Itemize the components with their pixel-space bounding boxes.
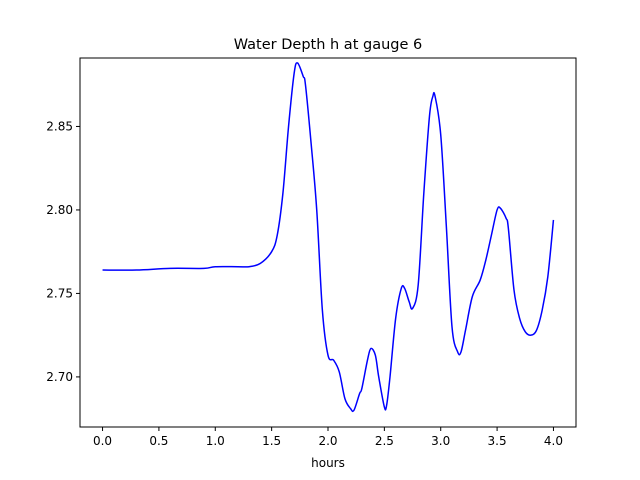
y-tick-label: 2.70: [46, 370, 73, 384]
x-tick-label: 2.0: [318, 434, 337, 448]
chart-title: Water Depth h at gauge 6: [234, 37, 422, 53]
y-axis: 2.70 2.75 2.80 2.85: [46, 119, 80, 384]
x-tick-label: 3.0: [431, 434, 450, 448]
x-tick-label: 0.5: [149, 434, 168, 448]
y-tick-label: 2.75: [46, 286, 73, 300]
x-tick-label: 1.0: [206, 434, 225, 448]
x-tick-label: 4.0: [544, 434, 563, 448]
x-axis: 0.0 0.5 1.0 1.5 2.0 2.5 3.0 3.5 4.0: [93, 427, 563, 448]
x-tick-label: 3.5: [488, 434, 507, 448]
y-tick-label: 2.85: [46, 119, 73, 133]
x-tick-label: 2.5: [375, 434, 394, 448]
x-axis-label: hours: [311, 456, 345, 470]
y-tick-label: 2.80: [46, 203, 73, 217]
series-line-0: [102, 62, 555, 413]
x-tick-label: 1.5: [262, 434, 281, 448]
x-tick-label: 0.0: [93, 434, 112, 448]
plot-area: [102, 62, 555, 413]
plot-frame: [79, 57, 577, 428]
